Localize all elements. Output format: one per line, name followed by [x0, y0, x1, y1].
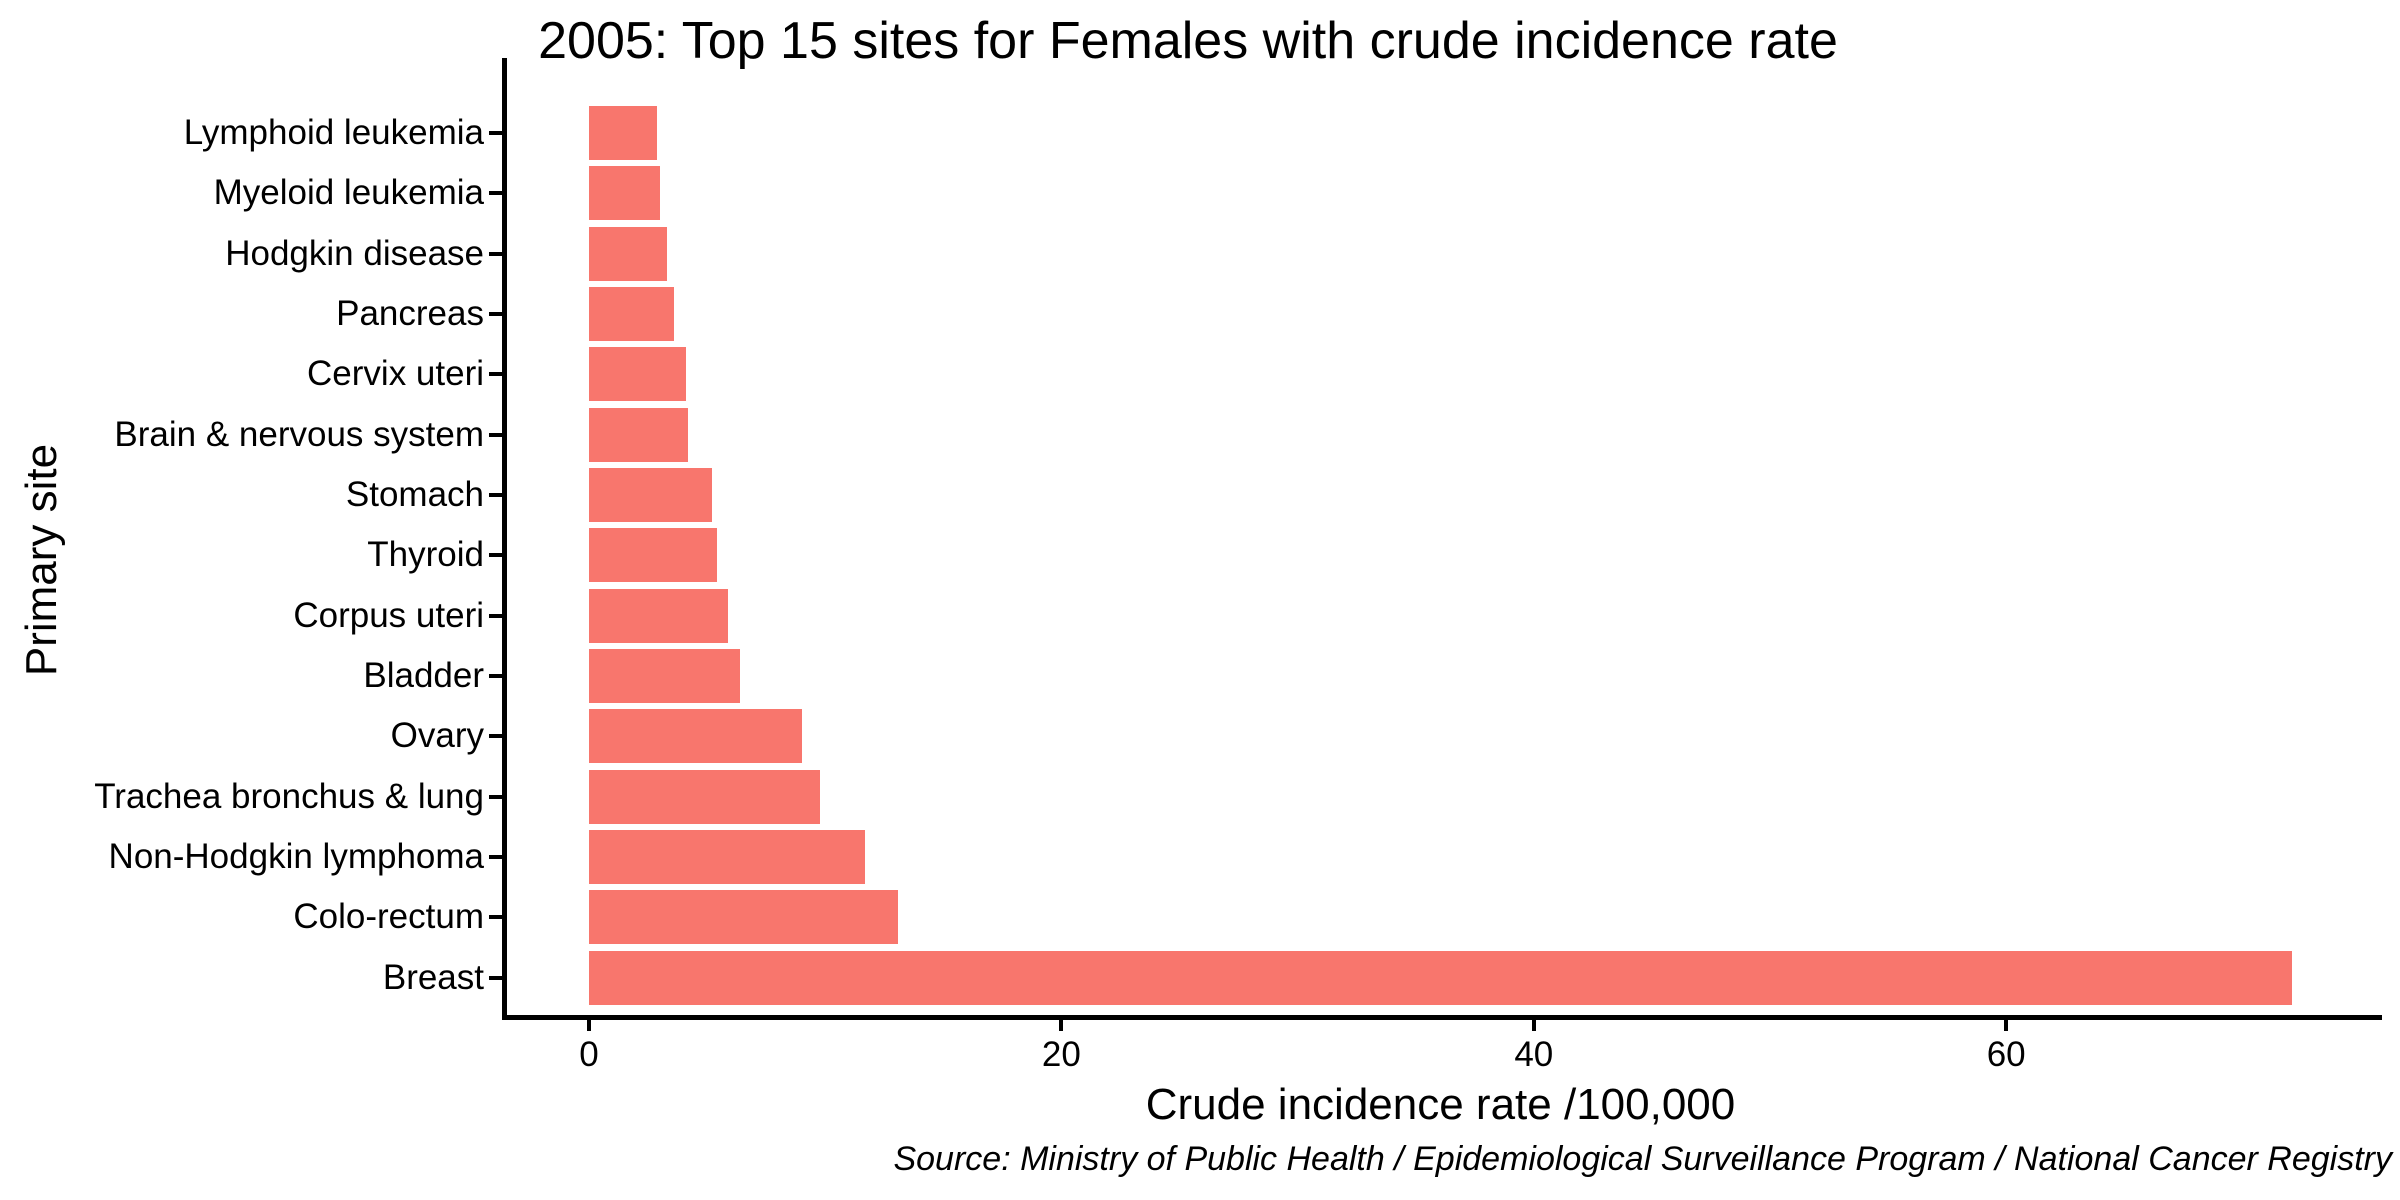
- bar-breast: [589, 950, 2292, 1005]
- category-label: Thyroid: [367, 535, 484, 575]
- bar-corpus-uteri: [589, 588, 729, 643]
- bar-myeloid-leukemia: [589, 166, 660, 221]
- y-tick: [489, 492, 503, 497]
- y-axis-line: [502, 58, 507, 1020]
- y-tick: [489, 372, 503, 377]
- y-tick: [489, 251, 503, 256]
- plot-panel: [502, 58, 2382, 1020]
- bar-trachea-bronchus-lung: [589, 769, 821, 824]
- category-label: Non-Hodgkin lymphoma: [108, 836, 484, 876]
- source-caption: Source: Ministry of Public Health / Epid…: [893, 1140, 2392, 1178]
- y-tick: [489, 673, 503, 678]
- bar-hodgkin-disease: [589, 226, 667, 281]
- x-tick: [1531, 1018, 1536, 1031]
- y-tick: [489, 131, 503, 135]
- bar-thyroid: [589, 528, 717, 583]
- category-label: Stomach: [345, 474, 484, 514]
- y-tick: [489, 311, 503, 316]
- y-tick: [489, 432, 503, 437]
- chart-title: 2005: Top 15 sites for Females with crud…: [538, 12, 1838, 70]
- y-tick: [489, 553, 503, 558]
- category-label: Ovary: [390, 716, 484, 756]
- x-tick: [587, 1018, 591, 1031]
- y-tick: [489, 854, 503, 859]
- y-tick: [489, 794, 503, 799]
- bar-brain-nervous-system: [589, 407, 689, 462]
- y-tick: [489, 191, 503, 196]
- bar-lymphoid-leukemia: [589, 106, 658, 160]
- y-tick: [489, 915, 503, 920]
- x-tick-label: 60: [1986, 1035, 2026, 1074]
- category-label: Hodgkin disease: [225, 233, 484, 273]
- category-label: Brain & nervous system: [114, 414, 484, 454]
- category-label: Breast: [382, 957, 484, 997]
- bar-bladder: [589, 648, 741, 703]
- category-label: Myeloid leukemia: [213, 173, 484, 213]
- x-tick-label: 40: [1514, 1035, 1554, 1074]
- x-axis-line: [502, 1015, 2382, 1020]
- bar-pancreas: [589, 286, 675, 341]
- category-label: Bladder: [363, 655, 484, 695]
- x-tick: [2004, 1018, 2009, 1031]
- x-tick-label: 0: [579, 1035, 599, 1074]
- bar-ovary: [589, 709, 802, 764]
- x-axis-title: Crude incidence rate /100,000: [1145, 1080, 1736, 1129]
- category-label: Corpus uteri: [293, 595, 484, 635]
- category-label: Trachea bronchus & lung: [94, 776, 484, 816]
- category-label: Pancreas: [336, 293, 484, 333]
- x-tick-label: 20: [1041, 1035, 1081, 1074]
- bar-stomach: [589, 467, 712, 522]
- bar-cervix-uteri: [589, 347, 686, 402]
- category-label: Cervix uteri: [307, 354, 484, 394]
- bar-colo-rectum: [589, 890, 899, 945]
- category-label: Lymphoid leukemia: [183, 113, 484, 152]
- y-tick: [489, 975, 503, 980]
- y-tick: [489, 613, 503, 618]
- category-label: Colo-rectum: [293, 897, 484, 937]
- y-tick: [489, 734, 503, 739]
- x-tick: [1059, 1018, 1064, 1031]
- bar-non-hodgkin-lymphoma: [589, 829, 866, 884]
